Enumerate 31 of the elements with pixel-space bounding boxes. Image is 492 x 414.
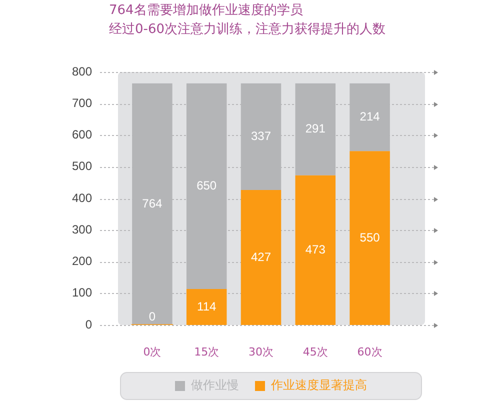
y-tick-label: 700: [72, 96, 92, 110]
data-label: 764: [142, 196, 163, 211]
data-label: 427: [250, 250, 272, 264]
x-tick-label: 60次: [357, 345, 382, 358]
y-tick-label: 600: [72, 128, 92, 142]
chart-title: 764名需要增加做作业速度的学员: [109, 3, 303, 19]
x-tick-label: 45次: [302, 345, 328, 358]
data-label: 114: [197, 299, 216, 314]
bar: [240, 190, 282, 325]
y-tick-label: 300: [72, 222, 92, 236]
bar: [295, 175, 336, 325]
x-tick-label: 0次: [143, 345, 162, 358]
data-label: 0: [148, 309, 156, 324]
chart-subtitle: 经过0-60次注意力训练，注意力获得提升的人数: [109, 22, 386, 38]
x-tick-label: 30次: [248, 345, 274, 358]
y-tick-label: 200: [72, 254, 92, 268]
y-tick-label: 400: [72, 190, 92, 205]
x-tick-label: 15次: [194, 345, 220, 358]
bar: [186, 288, 227, 325]
data-label: 214: [360, 110, 380, 124]
legend-label: 作业速度显著提高: [270, 378, 367, 392]
data-label: 650: [196, 178, 217, 192]
y-tick-label: 100: [72, 286, 92, 300]
y-tick-label: 500: [72, 159, 92, 174]
y-tick-label: 0: [85, 317, 92, 332]
data-label: 473: [305, 242, 326, 257]
data-label: 550: [360, 230, 380, 244]
data-label: 291: [305, 122, 326, 136]
data-label: 337: [250, 128, 272, 143]
bar: [350, 151, 390, 325]
y-tick-label: 800: [72, 64, 92, 78]
